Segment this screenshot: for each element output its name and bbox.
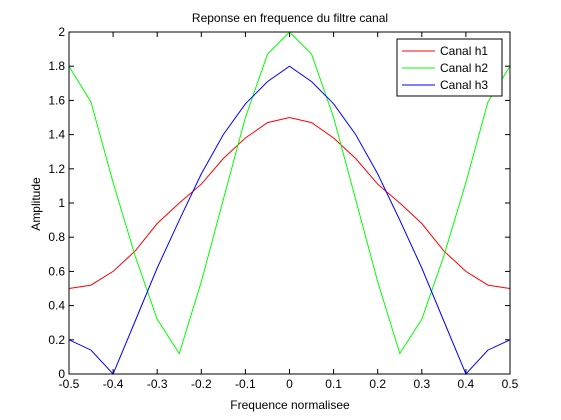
y-tick-label: 1.2: [48, 162, 65, 176]
y-tick-label: 1: [58, 196, 65, 210]
x-axis-label: Frequence normalisee: [230, 398, 350, 412]
x-tick-label: 0.3: [413, 377, 430, 391]
y-tick-label: 2: [58, 25, 65, 39]
x-tick-label: 0.2: [369, 377, 386, 391]
series-line-1: [68, 116, 511, 289]
y-tick-label: 1.6: [48, 93, 65, 107]
x-tick-label: -0.4: [103, 377, 124, 391]
x-tick-label: -0.1: [235, 377, 256, 391]
legend-label: Canal h3: [440, 78, 488, 92]
y-tick-label: 0.8: [48, 230, 65, 244]
y-tick-label: 1.4: [48, 128, 65, 142]
x-tick-label: 0.5: [502, 377, 519, 391]
y-tick-label: 0.6: [48, 264, 65, 278]
x-tick-label: 0: [286, 377, 293, 391]
x-tick-label: 0.4: [458, 377, 475, 391]
y-axis-label: Amplitude: [29, 177, 43, 231]
legend: Canal h1 Canal h2 Canal h3: [396, 38, 503, 97]
y-tick-label: 0.4: [48, 299, 65, 313]
y-tick-label: 0.2: [48, 333, 65, 347]
y-tick-label: 0: [58, 367, 65, 381]
chart-title: Reponse en frequence du filtre canal: [192, 11, 388, 25]
legend-label: Canal h1: [440, 44, 488, 58]
y-tick-label: 1.8: [48, 59, 65, 73]
legend-label: Canal h2: [440, 61, 488, 75]
axis-ticks: -0.5 -0.4 -0.3 -0.2 -0.1 0 0.1 0.2 0.3 0.4 0.5 0 0.2…: [48, 25, 518, 391]
x-tick-label: -0.5: [59, 377, 80, 391]
x-tick-label: -0.2: [191, 377, 212, 391]
x-tick-label: 0.1: [325, 377, 342, 391]
series-line-3: [68, 65, 511, 375]
x-tick-label: -0.3: [147, 377, 168, 391]
plot-frame: [68, 31, 511, 375]
